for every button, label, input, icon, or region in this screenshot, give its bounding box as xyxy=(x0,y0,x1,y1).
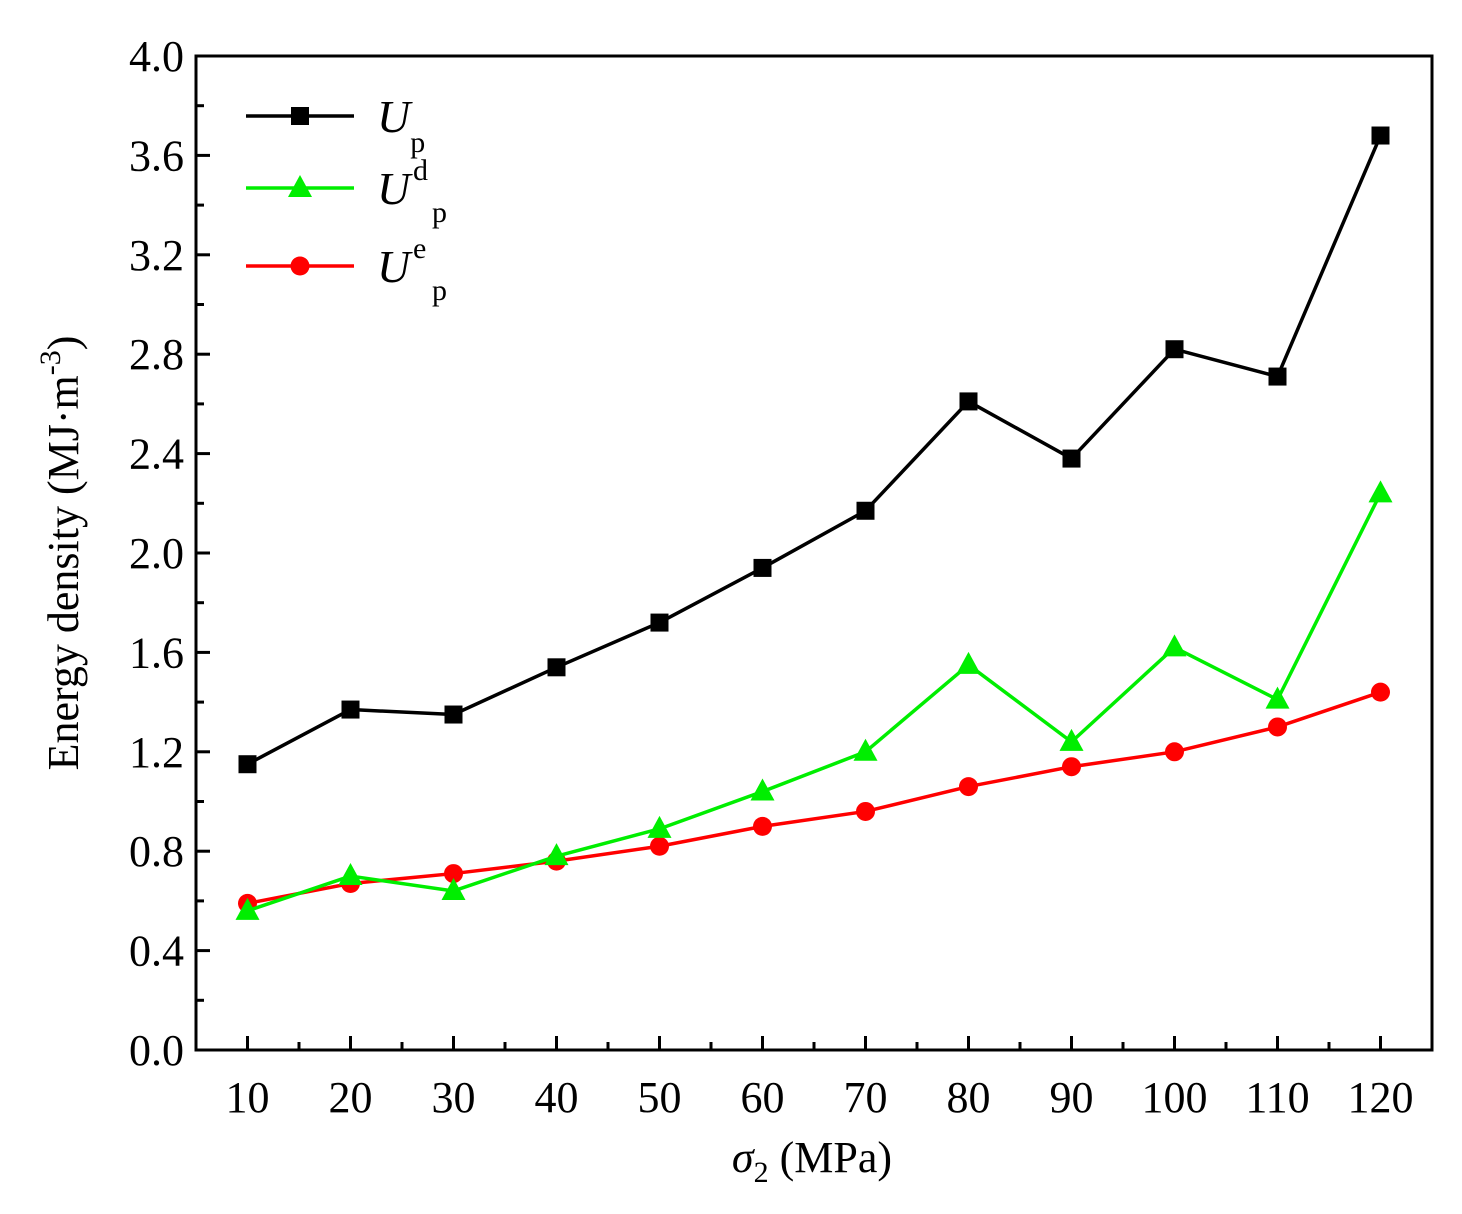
series-Up xyxy=(238,126,1390,774)
y-tick-label: 2.0 xyxy=(129,529,184,578)
legend-sub: p xyxy=(410,126,425,159)
legend-symbol: U xyxy=(377,241,413,292)
data-point-Udp xyxy=(1368,480,1393,503)
y-tick-label: 2.4 xyxy=(129,430,184,479)
x-axis-title-sub: 2 xyxy=(754,1156,769,1189)
data-point-Udp xyxy=(1059,728,1084,751)
data-point-Uep xyxy=(1062,757,1081,777)
legend-sub: p xyxy=(432,196,447,229)
x-tick-label: 80 xyxy=(947,1073,991,1122)
data-point-Up xyxy=(444,705,463,724)
x-tick-label: 10 xyxy=(226,1073,270,1122)
x-tick-label: 20 xyxy=(329,1073,373,1122)
x-tick-label: 40 xyxy=(535,1073,579,1122)
legend-label: Uep xyxy=(377,232,447,307)
legend-label: Udp xyxy=(377,154,447,229)
legend-marker xyxy=(288,175,312,197)
legend-label: Up xyxy=(377,91,425,159)
x-tick-label: 50 xyxy=(638,1073,682,1122)
data-point-Uep xyxy=(753,816,772,836)
data-point-Up xyxy=(1165,340,1184,359)
y-tick-label: 4.0 xyxy=(129,32,184,81)
x-tick-label: 60 xyxy=(741,1073,785,1122)
x-tick-label: 120 xyxy=(1348,1073,1414,1122)
data-point-Udp xyxy=(544,843,569,866)
data-point-Up xyxy=(341,700,360,719)
y-tick-label: 2.8 xyxy=(129,330,184,379)
data-point-Up xyxy=(1268,367,1287,386)
data-point-Up xyxy=(547,658,566,677)
data-point-Udp xyxy=(647,815,672,838)
data-point-Up xyxy=(753,558,772,577)
x-axis-title-main: σ xyxy=(732,1133,756,1182)
data-point-Udp xyxy=(1265,686,1290,709)
x-tick-label: 30 xyxy=(432,1073,476,1122)
legend-sup: d xyxy=(413,154,428,187)
y-tick-label: 1.6 xyxy=(129,628,184,677)
data-point-Up xyxy=(959,392,978,411)
y-axis-title-end: ) xyxy=(39,336,88,351)
data-point-Uep xyxy=(1268,717,1287,737)
data-point-Up xyxy=(1371,126,1390,145)
data-point-Udp xyxy=(235,897,260,920)
x-tick-label: 70 xyxy=(844,1073,888,1122)
y-tick-label: 0.4 xyxy=(129,927,184,976)
data-point-Udp xyxy=(956,651,981,674)
data-point-Up xyxy=(650,613,669,632)
data-point-Udp xyxy=(750,778,775,801)
series-line-Uep xyxy=(247,690,1382,906)
data-point-Up xyxy=(856,501,875,520)
legend-sub: p xyxy=(432,274,447,307)
data-point-Uep xyxy=(650,836,669,856)
y-tick-label: 3.6 xyxy=(129,131,184,180)
legend-item-Uep: Uep xyxy=(246,232,447,307)
data-point-Udp xyxy=(441,877,466,900)
series-Uep xyxy=(238,682,1390,913)
x-tick-label: 90 xyxy=(1050,1073,1094,1122)
legend-item-Udp: Udp xyxy=(246,154,447,229)
y-axis-title-main: Energy density (MJ·m xyxy=(39,375,88,770)
data-point-Udp xyxy=(853,738,878,761)
series-line-Up xyxy=(246,134,1383,766)
legend-marker xyxy=(290,256,310,276)
y-tick-label: 0.8 xyxy=(129,827,184,876)
y-tick-label: 1.2 xyxy=(129,728,184,777)
data-point-Uep xyxy=(1165,742,1184,762)
data-point-Uep xyxy=(1371,682,1390,702)
y-tick-label: 0.0 xyxy=(129,1026,184,1075)
data-point-Uep xyxy=(856,801,875,821)
legend-item-Up: Up xyxy=(246,91,425,159)
x-axis-title: σ2 (MPa) xyxy=(732,1133,892,1189)
data-point-Uep xyxy=(959,777,978,797)
x-tick-label: 100 xyxy=(1142,1073,1208,1122)
y-tick-label: 3.2 xyxy=(129,231,184,280)
x-tick-label: 110 xyxy=(1245,1073,1309,1122)
data-point-Udp xyxy=(1162,634,1187,657)
legend-symbol: U xyxy=(377,163,413,214)
data-point-Up xyxy=(1062,449,1081,468)
series-line-Udp xyxy=(246,492,1383,913)
y-axis-title: Energy density (MJ·m-3) xyxy=(34,336,88,771)
data-point-Uep xyxy=(444,864,463,884)
series-Udp xyxy=(235,480,1393,920)
data-point-Up xyxy=(238,755,257,774)
data-point-Udp xyxy=(338,863,363,886)
x-axis-title-rest: (MPa) xyxy=(769,1133,892,1182)
y-axis-title-sup: -3 xyxy=(34,350,67,375)
legend-symbol: U xyxy=(377,91,413,142)
legend-sup: e xyxy=(413,232,426,265)
legend-marker xyxy=(291,107,309,125)
